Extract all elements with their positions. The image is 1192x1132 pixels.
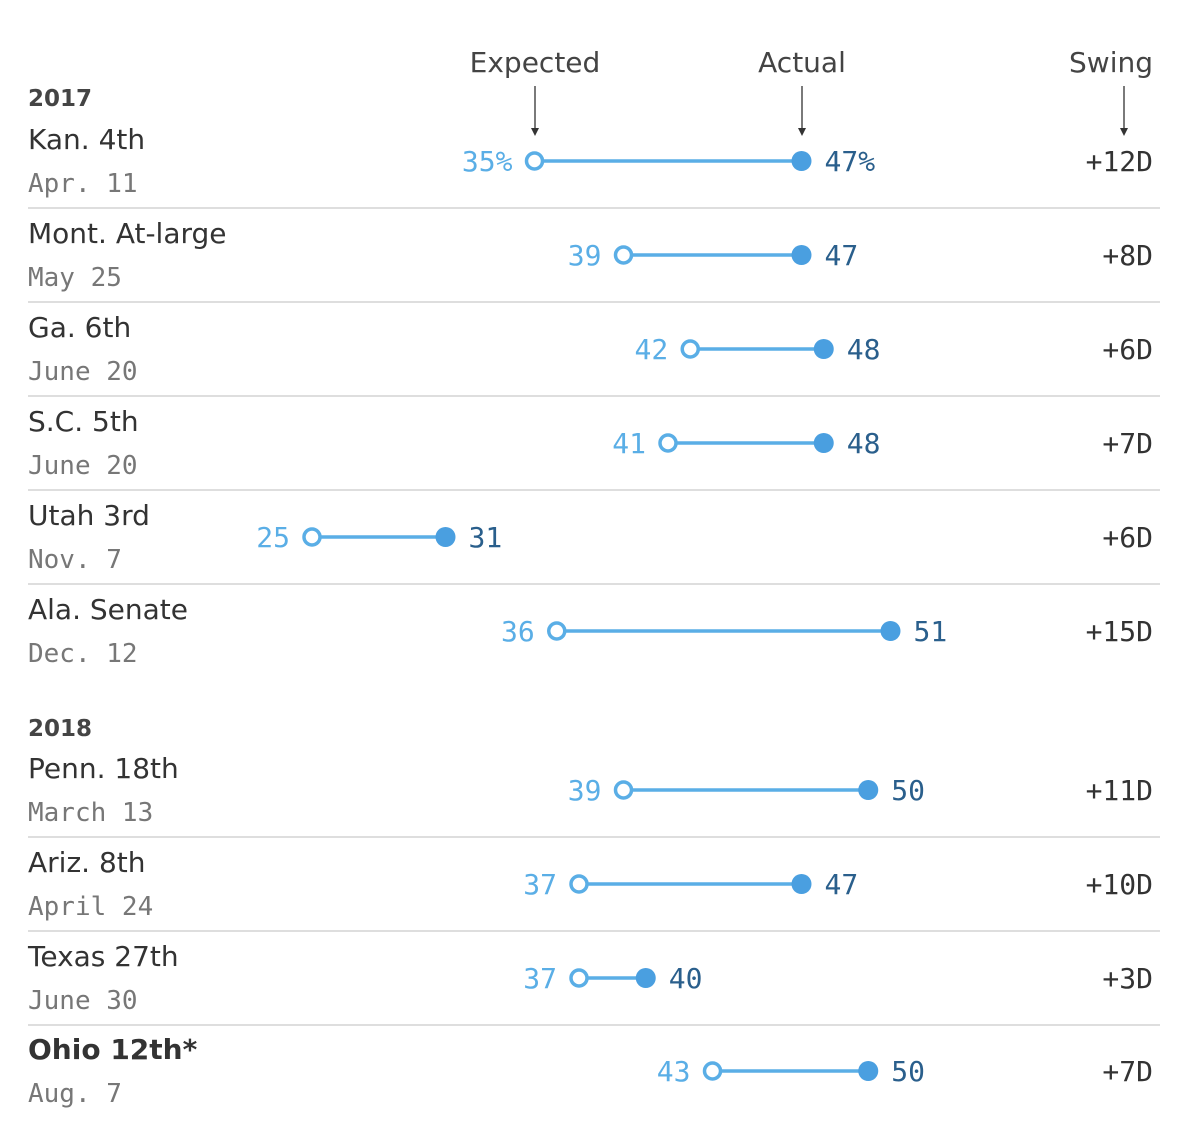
header-actual: Actual [758, 46, 846, 79]
race-name: Ala. Senate [28, 593, 188, 626]
actual-arrow-head [798, 128, 806, 136]
race-date: Dec. 12 [28, 639, 138, 669]
race-name: Penn. 18th [28, 752, 179, 785]
expected-value-label: 25 [256, 521, 290, 554]
actual-dot [791, 874, 812, 894]
race-date: April 24 [28, 892, 153, 922]
expected-dot [524, 151, 545, 171]
year-label: 2018 [28, 716, 92, 742]
expected-value-label: 39 [568, 239, 602, 272]
chart-rows: 2017 Kan. 4th Apr. 11 35% 47% +12D Mont. At-la… [27, 86, 1160, 1109]
race-name: Ga. 6th [28, 311, 131, 344]
expected-dot [547, 621, 567, 641]
race-name: Ariz. 8th [28, 846, 145, 879]
actual-dot [791, 245, 812, 265]
actual-dot [635, 968, 656, 988]
actual-value-label: 47 [825, 868, 859, 901]
race-name: Texas 27th [27, 940, 179, 973]
actual-value-label: 47% [825, 145, 876, 178]
chart-row: Mont. At-large May 25 39 47 +8D [28, 217, 1160, 303]
chart-row: Ohio 12th* Aug. 7 43 50 +7D [28, 1033, 1153, 1109]
expected-arrow-head [531, 128, 539, 136]
expected-value-label: 36 [501, 615, 535, 648]
actual-dot [813, 339, 834, 359]
chart-row: Penn. 18th March 13 39 50 +11D [28, 752, 1160, 838]
swing-value: +3D [1102, 962, 1153, 995]
actual-value-label: 50 [891, 774, 925, 807]
expected-dot [680, 339, 700, 359]
actual-dot [858, 780, 879, 800]
chart-row: Texas 27th June 30 37 40 +3D [27, 940, 1160, 1026]
race-date: Apr. 11 [28, 169, 138, 199]
actual-value-label: 40 [669, 962, 703, 995]
actual-dot [880, 621, 901, 641]
header-expected: Expected [470, 46, 601, 79]
actual-value-label: 47 [825, 239, 859, 272]
race-name: Mont. At-large [28, 217, 227, 250]
expected-value-label: 41 [612, 427, 646, 460]
expected-dot [302, 527, 322, 547]
actual-dot [791, 151, 812, 171]
expected-dot [569, 874, 589, 894]
chart-row: S.C. 5th June 20 41 48 +7D [28, 405, 1160, 491]
header-swing: Swing [1069, 46, 1153, 79]
expected-dot [613, 245, 634, 265]
actual-value-label: 48 [847, 427, 881, 460]
chart-row: Ga. 6th June 20 42 48 +6D [28, 311, 1160, 397]
expected-dot [613, 780, 634, 800]
expected-value-label: 42 [635, 333, 669, 366]
race-date: June 30 [28, 986, 138, 1016]
actual-dot [435, 527, 456, 547]
actual-value-label: 51 [914, 615, 948, 648]
race-date: Nov. 7 [28, 545, 122, 575]
swing-value: +11D [1086, 774, 1153, 807]
swing-value: +6D [1102, 521, 1153, 554]
actual-value-label: 48 [847, 333, 881, 366]
chart-row: Ala. Senate Dec. 12 36 51 +15D [28, 593, 1153, 669]
race-date: May 25 [28, 263, 122, 293]
actual-dot [813, 433, 834, 453]
actual-dot [858, 1061, 879, 1081]
race-name: Ohio 12th* [28, 1033, 198, 1066]
expected-value-label: 39 [568, 774, 602, 807]
race-name: Utah 3rd [28, 499, 150, 532]
expected-value-label: 37 [523, 868, 557, 901]
expected-value-label: 43 [657, 1055, 691, 1088]
race-name: S.C. 5th [28, 405, 139, 438]
race-name: Kan. 4th [28, 123, 145, 156]
year-label: 2017 [28, 86, 92, 112]
race-date: March 13 [28, 798, 153, 828]
swing-value: +10D [1086, 868, 1153, 901]
swing-value: +7D [1102, 1055, 1153, 1088]
swing-value: +7D [1102, 427, 1153, 460]
expected-dot [569, 968, 589, 988]
actual-value-label: 31 [469, 521, 503, 554]
actual-value-label: 50 [891, 1055, 925, 1088]
race-date: Aug. 7 [28, 1079, 122, 1109]
chart-row: Kan. 4th Apr. 11 35% 47% +12D [28, 123, 1160, 209]
race-date: June 20 [28, 357, 138, 387]
race-date: June 20 [28, 451, 138, 481]
expected-dot [702, 1061, 723, 1081]
expected-dot [658, 433, 678, 453]
swing-value: +15D [1086, 615, 1153, 648]
swing-value: +6D [1102, 333, 1153, 366]
swing-value: +12D [1086, 145, 1153, 178]
chart-row: Utah 3rd Nov. 7 25 31 +6D [28, 499, 1160, 585]
chart-row: Ariz. 8th April 24 37 47 +10D [28, 846, 1160, 932]
header-arrows [531, 86, 1128, 136]
expected-value-label: 37 [523, 962, 557, 995]
expected-value-label: 35% [462, 145, 513, 178]
swing-value: +8D [1102, 239, 1153, 272]
swing-arrow-head [1120, 128, 1128, 136]
